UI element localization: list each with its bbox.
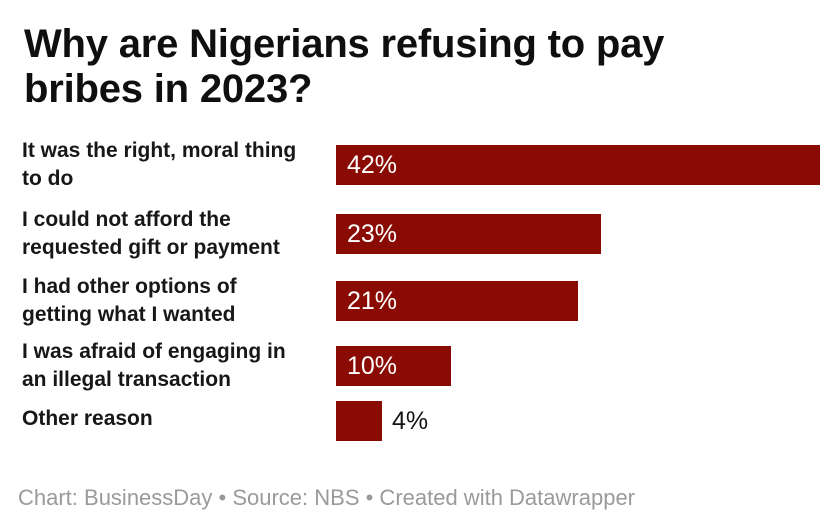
bar[interactable]: 10% (336, 346, 451, 386)
category-label: I was afraid of engaging in an illegal t… (22, 340, 286, 391)
attribution-text: Chart: BusinessDay • Source: NBS • Creat… (18, 485, 635, 510)
bar[interactable]: 23% (336, 214, 601, 254)
chart-title: Why are Nigerians refusing to pay bribes… (24, 22, 665, 111)
bar[interactable]: 21% (336, 281, 578, 321)
category-label: I could not afford the requested gift or… (22, 208, 280, 259)
category-label: It was the right, moral thing to do (22, 139, 297, 190)
bar-value-label: 21% (347, 287, 398, 315)
bar-value-label: 10% (347, 352, 398, 380)
bar[interactable]: 4% (336, 401, 428, 441)
bar-value-label: 23% (347, 220, 398, 248)
category-label: Other reason (22, 407, 153, 430)
bar-value-label: 42% (347, 151, 398, 179)
bar[interactable]: 42% (336, 145, 820, 185)
bar-value-label: 4% (392, 407, 429, 435)
category-label: I had other options of getting what I wa… (22, 275, 237, 326)
